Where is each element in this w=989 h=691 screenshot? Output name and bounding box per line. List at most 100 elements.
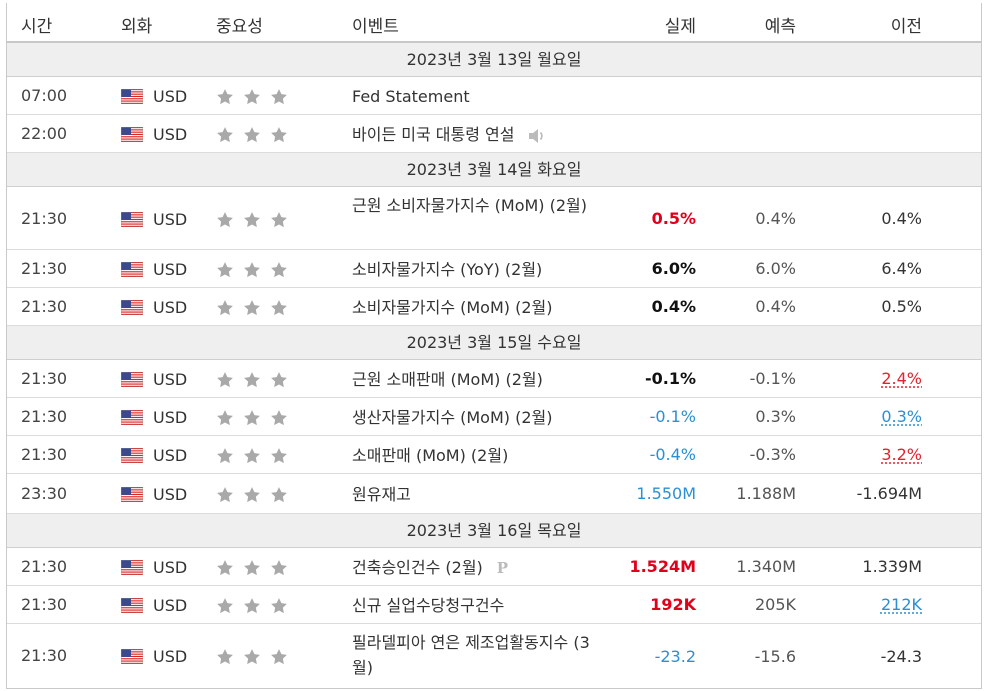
event-time: 07:00 <box>21 86 68 105</box>
event-name[interactable]: 근원 소매판매 (MoM) (2월) <box>352 370 543 389</box>
header-actual[interactable]: 실제 <box>664 17 696 37</box>
table-row[interactable]: 21:30 USD 근원 소매판매 (MoM) (2월) -0.1% -0.1%… <box>7 360 981 398</box>
event-currency: USD <box>153 558 188 577</box>
header-currency[interactable]: 외화 <box>121 17 153 37</box>
previous-value[interactable]: 0.3% <box>881 407 922 426</box>
forecast-value: 0.4% <box>755 209 796 228</box>
event-name[interactable]: 건축승인건수 (2월) <box>352 558 483 577</box>
preliminary-icon[interactable]: P <box>496 559 509 577</box>
header-event[interactable]: 이벤트 <box>352 17 399 37</box>
forecast-value: 205K <box>754 595 796 614</box>
event-name[interactable]: Fed Statement <box>352 87 470 106</box>
event-name[interactable]: 소매판매 (MoM) (2월) <box>352 446 509 465</box>
event-currency: USD <box>153 446 188 465</box>
table-row[interactable]: 21:30 USD 근원 소비자물가지수 (MoM) (2월) 0.5% 0.4… <box>7 187 981 250</box>
us-flag-icon <box>121 89 143 104</box>
previous-value: -24.3 <box>880 647 922 666</box>
event-currency: USD <box>153 370 188 389</box>
previous-value: -1.694M <box>856 484 922 503</box>
forecast-value: -15.6 <box>754 647 796 666</box>
event-time: 23:30 <box>21 484 68 503</box>
speaker-icon[interactable] <box>528 128 546 144</box>
event-name[interactable]: 바이든 미국 대통령 연설 <box>352 125 515 144</box>
event-name[interactable]: 생산자물가지수 (MoM) (2월) <box>352 408 553 427</box>
event-name[interactable]: 소비자물가지수 (YoY) (2월) <box>352 260 543 279</box>
importance-stars-icon <box>217 598 287 614</box>
header-previous[interactable]: 이전 <box>890 17 922 37</box>
table-header: 시간 외화 중요성 이벤트 실제 예측 이전 <box>7 3 981 43</box>
table-row[interactable]: 21:30 USD 소비자물가지수 (YoY) (2월) 6.0% 6.0% 6… <box>7 250 981 288</box>
previous-value: 0.5% <box>881 297 922 316</box>
event-name[interactable]: 근원 소비자물가지수 (MoM) (2월) <box>352 196 588 215</box>
event-name[interactable]: 원유재고 <box>352 485 411 504</box>
event-currency: USD <box>153 647 188 666</box>
header-importance[interactable]: 중요성 <box>216 17 263 37</box>
importance-stars-icon <box>217 372 287 388</box>
event-currency: USD <box>153 596 188 615</box>
us-flag-icon <box>121 598 143 613</box>
event-name-wrap: 바이든 미국 대통령 연설 <box>352 122 642 147</box>
forecast-value: 6.0% <box>755 259 796 278</box>
table-row[interactable]: 23:30 USD 원유재고 1.550M 1.188M -1.694M <box>7 474 981 514</box>
event-time: 21:30 <box>21 369 68 388</box>
event-currency: USD <box>153 485 188 504</box>
us-flag-icon <box>121 300 143 315</box>
event-time: 21:30 <box>21 407 68 426</box>
us-flag-icon <box>121 448 143 463</box>
importance-stars-icon <box>217 448 287 464</box>
us-flag-icon <box>121 560 143 575</box>
forecast-value: 1.188M <box>736 484 796 503</box>
day-header: 2023년 3월 13일 월요일 <box>7 43 981 77</box>
forecast-value: -0.1% <box>749 369 796 388</box>
day-header: 2023년 3월 16일 목요일 <box>7 514 981 548</box>
table-row[interactable]: 21:30 USD 소매판매 (MoM) (2월) -0.4% -0.3% 3.… <box>7 436 981 474</box>
previous-value[interactable]: 2.4% <box>881 369 922 388</box>
previous-value: 0.4% <box>881 209 922 228</box>
table-row[interactable]: 21:30 USD 신규 실업수당청구건수 192K 205K 212K <box>7 586 981 624</box>
actual-value: 0.5% <box>651 209 696 228</box>
event-currency: USD <box>153 210 188 229</box>
event-time: 21:30 <box>21 557 68 576</box>
forecast-value: 0.3% <box>755 407 796 426</box>
importance-stars-icon <box>217 127 287 143</box>
event-time: 21:30 <box>21 646 68 665</box>
us-flag-icon <box>121 372 143 387</box>
actual-value: 1.524M <box>629 557 696 576</box>
importance-stars-icon <box>217 560 287 576</box>
actual-value: 192K <box>650 595 696 614</box>
event-name[interactable]: 신규 실업수당청구건수 <box>352 596 505 615</box>
event-time: 21:30 <box>21 209 68 228</box>
previous-value: 6.4% <box>881 259 922 278</box>
previous-value[interactable]: 212K <box>880 595 922 614</box>
header-time[interactable]: 시간 <box>21 17 53 37</box>
table-row[interactable]: 21:30 USD 필라델피아 연은 제조업활동지수 (3월) -23.2 -1… <box>7 624 981 688</box>
event-time: 21:30 <box>21 297 68 316</box>
importance-stars-icon <box>217 410 287 426</box>
day-header: 2023년 3월 14일 화요일 <box>7 153 981 187</box>
header-forecast[interactable]: 예측 <box>764 17 796 37</box>
previous-value: 1.339M <box>862 557 922 576</box>
event-currency: USD <box>153 125 188 144</box>
day-date: 2023년 3월 13일 월요일 <box>406 50 582 69</box>
forecast-value: 0.4% <box>755 297 796 316</box>
event-currency: USD <box>153 408 188 427</box>
us-flag-icon <box>121 212 143 227</box>
us-flag-icon <box>121 262 143 277</box>
actual-value: 6.0% <box>651 259 696 278</box>
table-row[interactable]: 21:30 USD 생산자물가지수 (MoM) (2월) -0.1% 0.3% … <box>7 398 981 436</box>
event-name[interactable]: 소비자물가지수 (MoM) (2월) <box>352 298 553 317</box>
table-row[interactable]: 22:00 USD 바이든 미국 대통령 연설 <box>7 115 981 153</box>
us-flag-icon <box>121 487 143 502</box>
event-currency: USD <box>153 87 188 106</box>
actual-value: -0.1% <box>649 407 696 426</box>
previous-value[interactable]: 3.2% <box>881 445 922 464</box>
table-row[interactable]: 21:30 USD 건축승인건수 (2월) P 1.524M 1.340M 1.3… <box>7 548 981 586</box>
table-row[interactable]: 07:00 USD Fed Statement <box>7 77 981 115</box>
event-currency: USD <box>153 260 188 279</box>
actual-value: 0.4% <box>651 297 696 316</box>
table-row[interactable]: 21:30 USD 소비자물가지수 (MoM) (2월) 0.4% 0.4% 0… <box>7 288 981 326</box>
day-date: 2023년 3월 15일 수요일 <box>406 333 582 352</box>
event-name[interactable]: 필라델피아 연은 제조업활동지수 (3월) <box>352 633 590 677</box>
us-flag-icon <box>121 127 143 142</box>
importance-stars-icon <box>217 649 287 665</box>
